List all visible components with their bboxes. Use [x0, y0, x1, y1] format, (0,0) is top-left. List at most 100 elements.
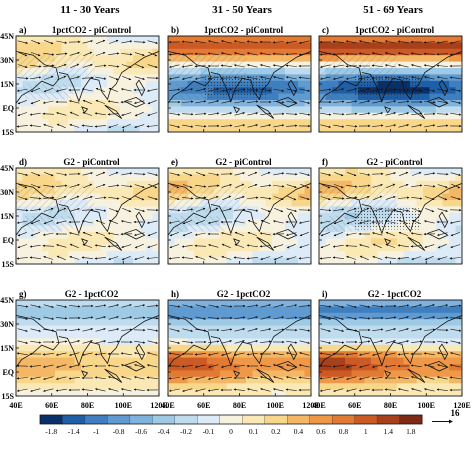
heat-cell	[319, 87, 327, 95]
heat-cell	[332, 112, 340, 120]
heat-cell	[100, 193, 108, 201]
heat-cell	[146, 312, 154, 320]
heat-cell	[364, 351, 372, 359]
heat-cell	[113, 48, 121, 56]
wind-arrow	[385, 124, 397, 128]
heat-cell	[107, 48, 115, 56]
heat-cell	[377, 344, 385, 352]
heat-cell	[181, 100, 189, 107]
heat-cell	[61, 306, 69, 314]
heat-cell	[416, 238, 424, 246]
wind-arrow	[146, 125, 158, 128]
heat-cell	[358, 174, 366, 182]
wind-arrow	[260, 208, 271, 213]
heat-cell	[194, 257, 202, 264]
heat-cell	[403, 300, 411, 307]
heat-cell	[351, 357, 359, 365]
wind-arrow	[449, 76, 461, 79]
heat-cell	[87, 376, 95, 384]
heat-cell	[207, 119, 215, 127]
heat-cell	[455, 112, 462, 120]
heat-cell	[233, 174, 241, 182]
heat-cell	[226, 238, 234, 246]
heat-cell	[265, 332, 273, 339]
heat-cell	[146, 168, 154, 175]
heat-cell	[364, 119, 372, 127]
colorbar-swatch	[242, 414, 266, 425]
heat-cell	[449, 376, 457, 384]
wind-arrow	[16, 257, 28, 260]
heat-cell	[226, 42, 234, 50]
heat-cell	[68, 357, 76, 365]
heat-cell	[285, 251, 293, 259]
heat-cell	[455, 257, 462, 264]
heat-cell	[436, 357, 444, 365]
heat-cell	[371, 376, 379, 384]
heat-cell	[338, 344, 346, 352]
wind-arrow	[146, 88, 158, 92]
heat-cell	[152, 357, 159, 365]
heat-cell	[22, 238, 30, 246]
wind-arrow	[17, 100, 27, 105]
heat-cell	[429, 357, 437, 365]
wind-arrow	[147, 352, 158, 356]
heat-cell	[61, 300, 69, 307]
heat-cell	[213, 370, 221, 378]
wind-arrow	[384, 40, 396, 44]
wind-arrow	[285, 40, 297, 44]
wind-arrow	[195, 125, 207, 128]
wind-arrow	[82, 195, 93, 200]
wind-arrow	[17, 112, 28, 117]
wind-arrow	[298, 257, 310, 260]
heat-cell	[410, 300, 418, 307]
wind-arrow	[437, 256, 448, 261]
heat-cell	[371, 106, 379, 114]
heat-cell	[358, 168, 366, 175]
heat-cell	[265, 168, 273, 175]
heat-cell	[61, 351, 69, 359]
wind-arrow	[333, 100, 345, 103]
heat-cell	[35, 325, 43, 333]
wind-arrow	[259, 376, 271, 380]
heat-cell	[168, 212, 176, 220]
heat-cell	[61, 344, 69, 352]
heat-cell	[207, 389, 215, 396]
heat-cell	[291, 119, 299, 127]
heat-cell	[384, 376, 392, 384]
heat-cell	[55, 112, 63, 120]
heat-cell	[304, 174, 311, 182]
heat-cell	[233, 300, 241, 307]
heat-cell	[358, 36, 366, 43]
heat-cell	[35, 112, 43, 120]
wind-arrow	[29, 244, 41, 248]
wind-arrow	[181, 244, 193, 248]
heat-cell	[126, 119, 134, 127]
heat-cell	[200, 370, 208, 378]
heat-cell	[291, 48, 299, 56]
heat-cell	[246, 344, 254, 352]
wind-arrow	[346, 88, 358, 92]
heat-cell	[120, 187, 128, 195]
heat-cell	[390, 257, 398, 264]
significance-hatch	[168, 53, 247, 81]
heat-cell	[416, 383, 424, 391]
wind-arrow	[346, 329, 358, 332]
heat-cell	[152, 106, 159, 114]
heat-cell	[423, 100, 431, 107]
heat-cell	[174, 238, 182, 246]
heat-cell	[410, 338, 418, 346]
wind-arrow	[286, 304, 298, 308]
heat-cell	[42, 332, 50, 339]
wind-arrow	[385, 328, 397, 332]
heat-cell	[442, 300, 450, 307]
heat-cell	[371, 383, 379, 391]
heat-cell	[390, 332, 398, 339]
heat-cell	[377, 332, 385, 339]
heat-cell	[113, 370, 121, 378]
heat-cell	[442, 55, 450, 63]
heat-cell	[259, 357, 267, 365]
heat-cell	[384, 244, 392, 252]
heat-cell	[200, 112, 208, 120]
heat-cell	[207, 370, 215, 378]
heat-cell	[87, 332, 95, 339]
